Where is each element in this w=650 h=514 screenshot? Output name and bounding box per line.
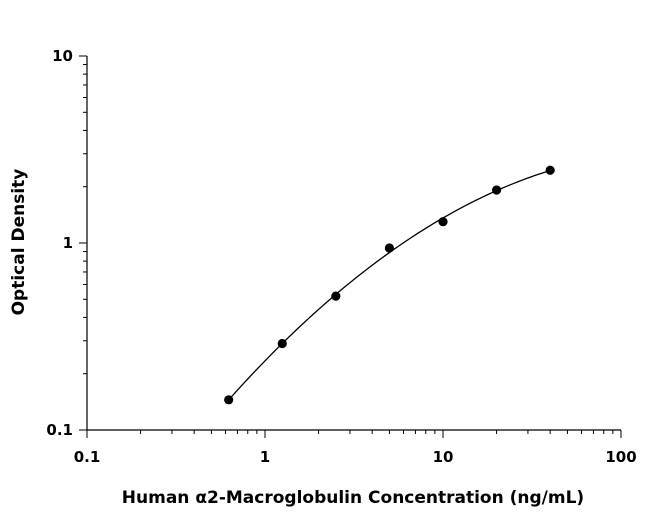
y-tick-label: 0.1 bbox=[46, 421, 73, 439]
data-point bbox=[277, 338, 287, 349]
y-axis-title: Optical Density bbox=[9, 169, 29, 316]
data-point bbox=[331, 291, 341, 301]
fit-curve bbox=[228, 169, 551, 401]
data-point bbox=[384, 243, 395, 253]
data-points bbox=[224, 165, 555, 405]
x-tick-label: 10 bbox=[433, 448, 454, 466]
x-tick-label: 1 bbox=[260, 448, 270, 466]
y-tick-label: 1 bbox=[63, 234, 73, 252]
data-point bbox=[438, 217, 448, 227]
x-axis-title: Human α2-Macroglobulin Concentration (ng… bbox=[122, 488, 584, 508]
x-tick-label: 100 bbox=[605, 448, 636, 466]
data-point bbox=[224, 395, 234, 405]
ticks bbox=[79, 55, 622, 438]
data-point bbox=[491, 185, 502, 195]
data-point bbox=[545, 165, 555, 175]
y-tick-label: 10 bbox=[52, 47, 73, 65]
axes bbox=[86, 56, 621, 431]
tick-labels: 0.1 1 10 100 0.1 1 10 bbox=[46, 47, 636, 466]
x-tick-label: 0.1 bbox=[74, 448, 101, 466]
